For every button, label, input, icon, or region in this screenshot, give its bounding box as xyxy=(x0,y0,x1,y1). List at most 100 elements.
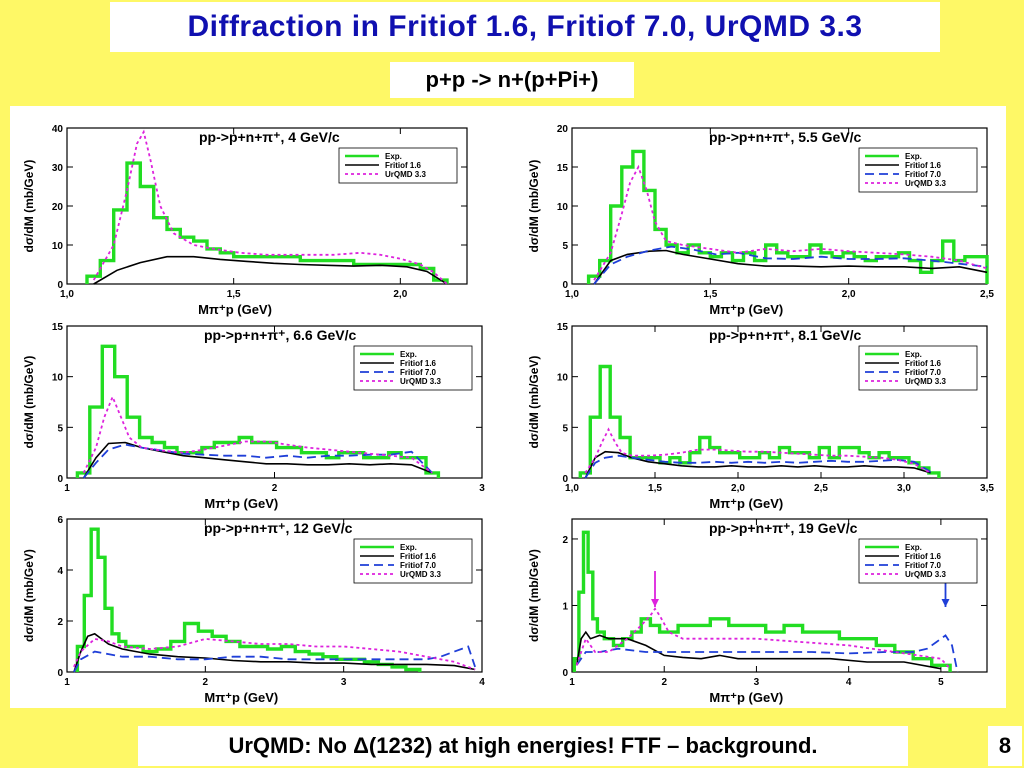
x-tick-label: 5 xyxy=(938,677,944,688)
y-tick-label: 5 xyxy=(562,241,568,252)
x-tick-label: 1,5 xyxy=(703,289,717,300)
y-axis-label: dσ/dM (mb/GeV) xyxy=(22,356,36,449)
y-tick-label: 4 xyxy=(57,566,63,577)
x-tick-label: 3,5 xyxy=(980,483,994,494)
slide-subtitle: p+p -> n+(p+Pi+) xyxy=(425,67,599,92)
legend-label: UrQMD 3.3 xyxy=(905,570,946,579)
y-tick-label: 2 xyxy=(57,617,63,628)
legend-label: Fritiof 1.6 xyxy=(400,359,437,368)
y-tick-label: 2 xyxy=(562,535,568,546)
x-tick-label: 1 xyxy=(64,677,70,688)
y-tick-label: 10 xyxy=(557,202,569,213)
legend-label: UrQMD 3.3 xyxy=(385,170,426,179)
x-tick-label: 3,0 xyxy=(897,483,911,494)
y-axis-label: dσ/dM (mb/GeV) xyxy=(527,160,541,253)
x-tick-label: 2,5 xyxy=(980,289,994,300)
x-tick-label: 2 xyxy=(203,677,209,688)
chart-panel: 1,0 1,5 2,0 0 10 20 30 40 Mπ⁺p (GeV) dσ/dM (mb/Ge… xyxy=(10,106,1006,708)
legend-label: Fritiof 7.0 xyxy=(400,561,437,570)
y-axis-label: dσ/dM (mb/GeV) xyxy=(527,356,541,449)
legend-label: Exp. xyxy=(905,543,922,552)
y-tick-label: 10 xyxy=(52,241,64,252)
legend-label: Exp. xyxy=(905,350,922,359)
y-tick-label: 20 xyxy=(557,124,569,135)
x-tick-label: 2,0 xyxy=(731,483,745,494)
chart-title: pp->p+n+π⁺, 5.5 GeV/c xyxy=(709,129,862,145)
series-line-fritiof-7-0 xyxy=(584,454,932,479)
chart-3: 1 2 3 0 5 10 15 Mπ⁺p (GeV) dσ/dM (mb/GeV) pp->p+n… xyxy=(22,322,485,511)
x-axis-label: Mπ⁺p (GeV) xyxy=(198,302,272,317)
y-tick-label: 6 xyxy=(57,515,63,526)
chart-title: pp->p+n+π⁺, 12 GeV/c xyxy=(204,520,353,536)
plot-frame xyxy=(66,518,483,673)
series-line-urqmd-3-3 xyxy=(584,427,932,474)
x-tick-label: 1,0 xyxy=(565,289,579,300)
series-line-urqmd-3-3 xyxy=(92,129,448,285)
x-tick-label: 3 xyxy=(341,677,347,688)
y-tick-label: 20 xyxy=(52,202,64,213)
annotation-arrowhead xyxy=(941,599,950,607)
y-tick-label: 15 xyxy=(557,163,569,174)
x-axis-label: Mπ⁺p (GeV) xyxy=(709,302,783,317)
series-line-urqmd-3-3 xyxy=(82,394,433,474)
chart-title: pp->p+n+π⁺, 8.1 GeV/c xyxy=(709,327,862,343)
series-line-fritiof-1-6 xyxy=(93,255,448,285)
x-axis-label: Mπ⁺p (GeV) xyxy=(709,496,783,511)
series-line-urqmd-3-3 xyxy=(575,607,951,670)
series-line-fritiof-7-0 xyxy=(82,443,433,479)
x-tick-label: 2,5 xyxy=(814,483,828,494)
legend-label: Fritiof 1.6 xyxy=(905,161,942,170)
chart-2: 1,0 1,5 2,0 2,5 0 5 10 15 20 Mπ⁺p (GeV) dσ/dM (mb/… xyxy=(527,124,994,317)
legend-label: UrQMD 3.3 xyxy=(905,179,946,188)
series-line-fritiof-7-0 xyxy=(593,245,988,285)
slide-footer: UrQMD: No Δ(1232) at high energies! FTF … xyxy=(228,733,818,758)
series-line-exp xyxy=(75,344,441,478)
series-line-fritiof-7-0 xyxy=(73,645,476,673)
y-tick-label: 5 xyxy=(57,423,63,434)
legend-label: Fritiof 7.0 xyxy=(400,368,437,377)
x-tick-label: 1,0 xyxy=(60,289,74,300)
y-tick-label: 0 xyxy=(562,668,568,679)
page-number: 8 xyxy=(998,733,1012,758)
legend-label: Exp. xyxy=(385,152,402,161)
slide-title: Diffraction in Fritiof 1.6, Fritiof 7.0,… xyxy=(187,10,863,43)
y-tick-label: 1 xyxy=(562,601,568,612)
legend-label: Exp. xyxy=(905,152,922,161)
x-axis-label: Mπ⁺p (GeV) xyxy=(204,496,278,511)
series-line-exp xyxy=(586,149,989,284)
y-tick-label: 0 xyxy=(57,668,63,679)
x-tick-label: 1,5 xyxy=(648,483,662,494)
x-tick-label: 1,0 xyxy=(565,483,579,494)
x-tick-label: 2,0 xyxy=(393,289,407,300)
x-axis-label: Mπ⁺p (GeV) xyxy=(709,690,783,705)
x-tick-label: 1,5 xyxy=(227,289,241,300)
chart-title: pp->p+n+π⁺, 6.6 GeV/c xyxy=(204,327,357,343)
page-number-box: 8 xyxy=(988,726,1022,766)
legend-label: UrQMD 3.3 xyxy=(400,570,441,579)
y-axis-label: dσ/dM (mb/GeV) xyxy=(22,160,36,253)
chart-title: pp->p+n+π⁺, 4 GeV/c xyxy=(199,129,340,145)
legend-label: UrQMD 3.3 xyxy=(905,377,946,386)
series-line-fritiof-1-6 xyxy=(82,441,433,479)
chart-5: 1 2 3 4 0 2 4 6 Mπ⁺p (GeV) dσ/dM (mb/GeV) pp->p+n+… xyxy=(22,515,485,705)
legend-label: Fritiof 7.0 xyxy=(905,561,942,570)
plot-frame xyxy=(571,518,988,673)
legend-label: Fritiof 1.6 xyxy=(385,161,422,170)
series-line-exp xyxy=(85,161,449,284)
series-line-exp xyxy=(572,530,952,672)
x-tick-label: 3 xyxy=(754,677,760,688)
legend-label: Fritiof 1.6 xyxy=(905,552,942,561)
legend-label: Fritiof 1.6 xyxy=(905,359,942,368)
y-tick-label: 15 xyxy=(52,322,64,333)
x-tick-label: 3 xyxy=(479,483,485,494)
x-tick-label: 2,0 xyxy=(842,289,856,300)
x-axis-label: Mπ⁺p (GeV) xyxy=(204,690,278,705)
x-tick-label: 4 xyxy=(479,677,485,688)
annotation-arrowhead xyxy=(651,599,659,607)
chart-4: 1,0 1,5 2,0 2,5 3,0 3,5 0 5 10 15 Mπ⁺p (GeV) dσ/dM … xyxy=(527,322,994,511)
legend-label: Fritiof 7.0 xyxy=(905,170,942,179)
subtitle-box: p+p -> n+(p+Pi+) xyxy=(390,62,634,98)
y-tick-label: 0 xyxy=(562,280,568,291)
